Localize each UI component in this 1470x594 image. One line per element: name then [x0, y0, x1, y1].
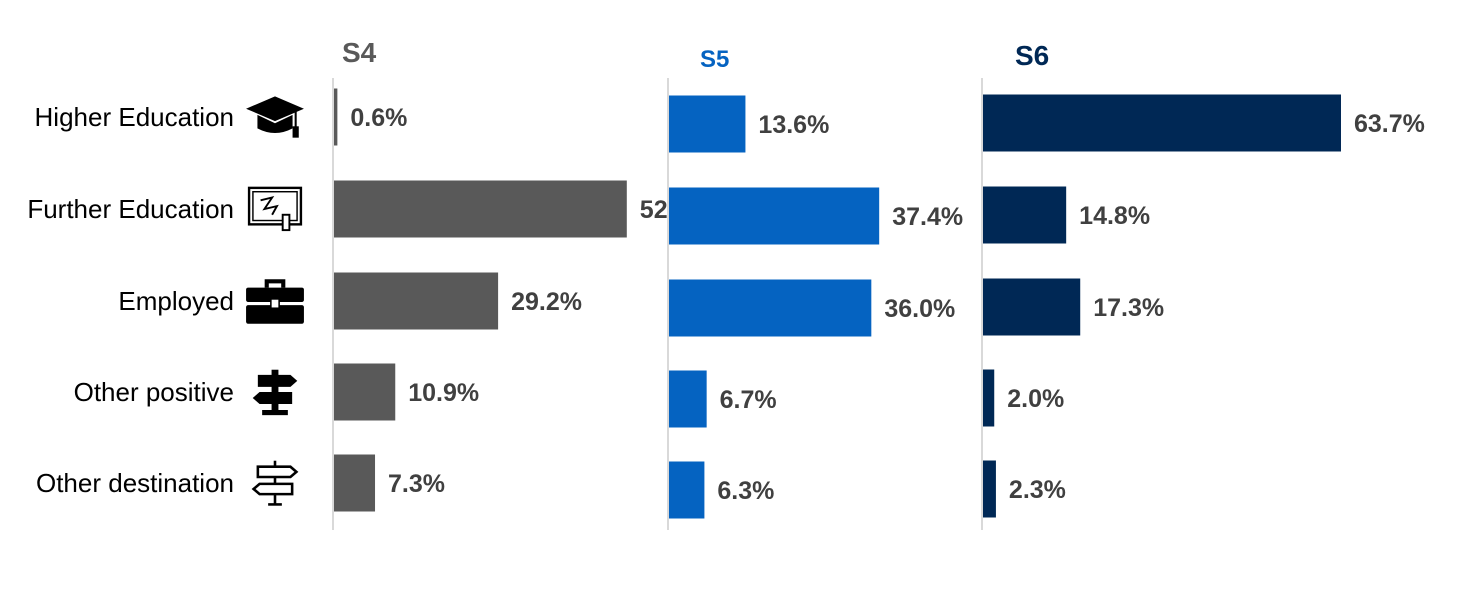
category-label: Higher Education — [35, 102, 234, 132]
signpost-icon — [252, 369, 298, 416]
panel-title: S4 — [342, 37, 377, 68]
bar — [983, 278, 1081, 336]
data-label: 14.8% — [1079, 202, 1150, 230]
data-label: 7.3% — [388, 470, 445, 498]
data-label: 13.6% — [758, 111, 829, 139]
graduation-cap-icon — [244, 95, 306, 139]
bar — [983, 94, 1341, 152]
bar — [669, 187, 880, 245]
bar — [334, 363, 396, 421]
bar — [334, 272, 499, 330]
bar — [983, 460, 996, 518]
bar — [334, 454, 376, 512]
bar — [669, 461, 705, 519]
panels: S40.6%52.1%29.2%10.9%7.3%S513.6%37.4%36.… — [332, 37, 1425, 530]
bar — [669, 279, 872, 337]
panel-title: S5 — [700, 46, 729, 73]
panel-s4: S40.6%52.1%29.2%10.9%7.3% — [332, 37, 711, 530]
data-label: 6.3% — [717, 477, 774, 505]
data-label: 2.0% — [1007, 385, 1064, 413]
data-label: 29.2% — [511, 288, 582, 316]
data-label: 36.0% — [884, 295, 955, 323]
panel-s5: S5 13.6% 37.4% 36.0% 6.7% 6.3% — [667, 46, 963, 530]
category-label: Employed — [118, 286, 234, 316]
data-label: 17.3% — [1093, 294, 1164, 322]
data-label: 10.9% — [408, 379, 479, 407]
bar — [334, 88, 338, 146]
data-label: 63.7% — [1354, 110, 1425, 138]
bar — [983, 186, 1067, 244]
data-label: 37.4% — [892, 203, 963, 231]
bar — [983, 369, 995, 427]
bar — [669, 370, 707, 428]
panel-title: S6 — [1015, 40, 1049, 71]
bar — [669, 95, 746, 153]
panel-s6: S6 63.7% 14.8% 17.3% 2.0% 2.3% — [981, 40, 1425, 530]
signpost-outline-icon — [252, 459, 298, 506]
whiteboard-icon — [247, 186, 303, 232]
category-label: Other positive — [74, 377, 234, 407]
data-label: 2.3% — [1009, 476, 1066, 504]
category-label: Other destination — [36, 468, 234, 498]
category-labels: Higher Education Further Education Employe… — [27, 95, 306, 506]
briefcase-icon — [246, 281, 304, 323]
data-label: 0.6% — [350, 104, 407, 132]
bar — [334, 180, 627, 238]
data-label: 6.7% — [720, 386, 777, 414]
category-label: Further Education — [27, 194, 234, 224]
